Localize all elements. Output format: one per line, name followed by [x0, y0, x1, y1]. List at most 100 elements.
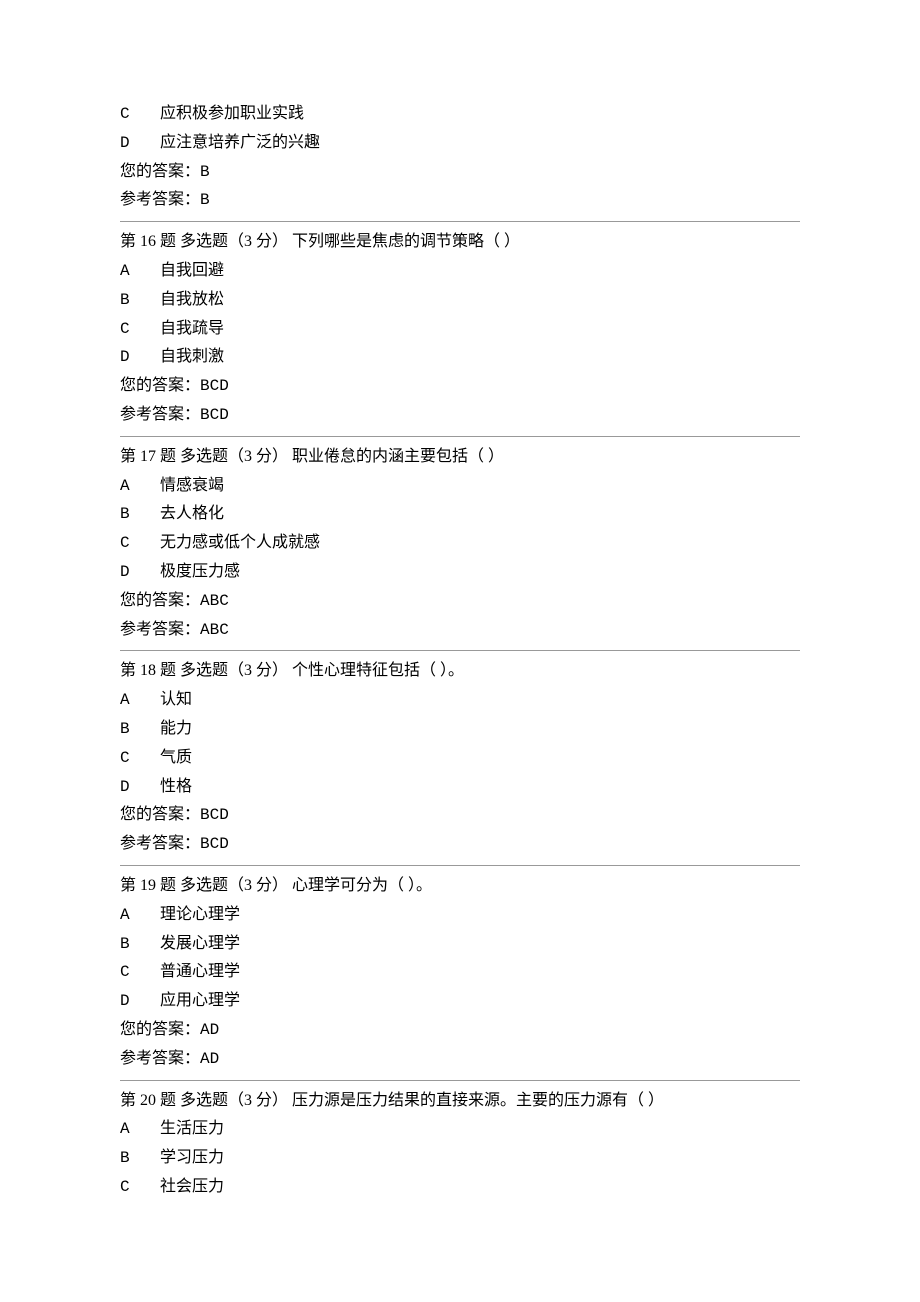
option-a: A 情感衰竭 [120, 472, 800, 501]
option-a: A 认知 [120, 686, 800, 715]
option-d: D 自我刺激 [120, 343, 800, 372]
option-a: A 自我回避 [120, 257, 800, 286]
option-b: B 能力 [120, 715, 800, 744]
your-answer-label: 您的答案： [120, 1021, 200, 1038]
option-b: B 学习压力 [120, 1144, 800, 1173]
option-text: 发展心理学 [160, 930, 800, 959]
ref-answer: 参考答案：BCD [120, 830, 800, 859]
option-letter: B [120, 930, 160, 959]
option-letter: C [120, 529, 160, 558]
question-18: 第 18 题 多选题（3 分） 个性心理特征包括（ ）。 A 认知 B 能力 C… [120, 657, 800, 859]
your-answer: 您的答案：BCD [120, 372, 800, 401]
your-answer-label: 您的答案： [120, 592, 200, 609]
question-title: 第 17 题 多选题（3 分） 职业倦怠的内涵主要包括（ ） [120, 443, 800, 472]
question-20: 第 20 题 多选题（3 分） 压力源是压力结果的直接来源。主要的压力源有（ ）… [120, 1087, 800, 1202]
option-text: 能力 [160, 715, 800, 744]
your-answer: 您的答案：ABC [120, 587, 800, 616]
divider [120, 865, 800, 866]
option-text: 情感衰竭 [160, 472, 800, 501]
option-text: 自我疏导 [160, 315, 800, 344]
option-text: 极度压力感 [160, 558, 800, 587]
option-letter: A [120, 257, 160, 286]
option-letter: B [120, 500, 160, 529]
option-letter: A [120, 472, 160, 501]
option-text: 去人格化 [160, 500, 800, 529]
your-answer-value: B [200, 163, 210, 181]
option-letter: D [120, 558, 160, 587]
your-answer-label: 您的答案： [120, 806, 200, 823]
option-c: C 无力感或低个人成就感 [120, 529, 800, 558]
question-title: 第 18 题 多选题（3 分） 个性心理特征包括（ ）。 [120, 657, 800, 686]
question-17: 第 17 题 多选题（3 分） 职业倦怠的内涵主要包括（ ） A 情感衰竭 B … [120, 443, 800, 645]
option-b: B 发展心理学 [120, 930, 800, 959]
option-letter: B [120, 286, 160, 315]
your-answer: 您的答案：BCD [120, 801, 800, 830]
option-b: B 去人格化 [120, 500, 800, 529]
ref-answer: 参考答案：AD [120, 1045, 800, 1074]
option-letter: D [120, 773, 160, 802]
option-text: 认知 [160, 686, 800, 715]
option-text: 气质 [160, 744, 800, 773]
option-d: D 应用心理学 [120, 987, 800, 1016]
divider [120, 1080, 800, 1081]
option-letter: B [120, 715, 160, 744]
option-text: 自我放松 [160, 286, 800, 315]
ref-answer-label: 参考答案： [120, 835, 200, 852]
your-answer-value: BCD [200, 377, 229, 395]
your-answer-value: AD [200, 1021, 219, 1039]
divider [120, 436, 800, 437]
question-partial-top: C 应积极参加职业实践 D 应注意培养广泛的兴趣 您的答案：B 参考答案：B [120, 100, 800, 215]
option-a: A 生活压力 [120, 1115, 800, 1144]
ref-answer-label: 参考答案： [120, 406, 200, 423]
option-text: 应用心理学 [160, 987, 800, 1016]
option-c: C 应积极参加职业实践 [120, 100, 800, 129]
option-letter: A [120, 1115, 160, 1144]
ref-answer-value: AD [200, 1050, 219, 1068]
ref-answer-label: 参考答案： [120, 1050, 200, 1067]
option-letter: C [120, 315, 160, 344]
option-d: D 极度压力感 [120, 558, 800, 587]
ref-answer-label: 参考答案： [120, 621, 200, 638]
option-text: 无力感或低个人成就感 [160, 529, 800, 558]
your-answer-value: ABC [200, 592, 229, 610]
option-letter: D [120, 129, 160, 158]
your-answer-value: BCD [200, 806, 229, 824]
option-text: 生活压力 [160, 1115, 800, 1144]
option-letter: A [120, 901, 160, 930]
option-text: 应积极参加职业实践 [160, 100, 800, 129]
option-text: 社会压力 [160, 1173, 800, 1202]
option-text: 自我回避 [160, 257, 800, 286]
option-a: A 理论心理学 [120, 901, 800, 930]
question-title: 第 19 题 多选题（3 分） 心理学可分为（ ）。 [120, 872, 800, 901]
option-text: 性格 [160, 773, 800, 802]
ref-answer-value: B [200, 191, 210, 209]
option-letter: C [120, 958, 160, 987]
divider [120, 221, 800, 222]
option-letter: D [120, 343, 160, 372]
exam-page: C 应积极参加职业实践 D 应注意培养广泛的兴趣 您的答案：B 参考答案：B 第… [0, 0, 920, 1262]
your-answer: 您的答案：AD [120, 1016, 800, 1045]
option-letter: A [120, 686, 160, 715]
option-text: 应注意培养广泛的兴趣 [160, 129, 800, 158]
option-letter: C [120, 744, 160, 773]
option-d: D 应注意培养广泛的兴趣 [120, 129, 800, 158]
ref-answer-value: BCD [200, 406, 229, 424]
option-letter: C [120, 1173, 160, 1202]
option-letter: D [120, 987, 160, 1016]
ref-answer: 参考答案：BCD [120, 401, 800, 430]
question-16: 第 16 题 多选题（3 分） 下列哪些是焦虑的调节策略（ ） A 自我回避 B… [120, 228, 800, 430]
your-answer: 您的答案：B [120, 158, 800, 187]
option-c: C 气质 [120, 744, 800, 773]
option-letter: C [120, 100, 160, 129]
question-title: 第 20 题 多选题（3 分） 压力源是压力结果的直接来源。主要的压力源有（ ） [120, 1087, 800, 1116]
your-answer-label: 您的答案： [120, 377, 200, 394]
your-answer-label: 您的答案： [120, 163, 200, 180]
ref-answer: 参考答案：B [120, 186, 800, 215]
question-19: 第 19 题 多选题（3 分） 心理学可分为（ ）。 A 理论心理学 B 发展心… [120, 872, 800, 1074]
ref-answer-value: BCD [200, 835, 229, 853]
option-text: 学习压力 [160, 1144, 800, 1173]
option-letter: B [120, 1144, 160, 1173]
divider [120, 650, 800, 651]
option-text: 普通心理学 [160, 958, 800, 987]
option-text: 自我刺激 [160, 343, 800, 372]
